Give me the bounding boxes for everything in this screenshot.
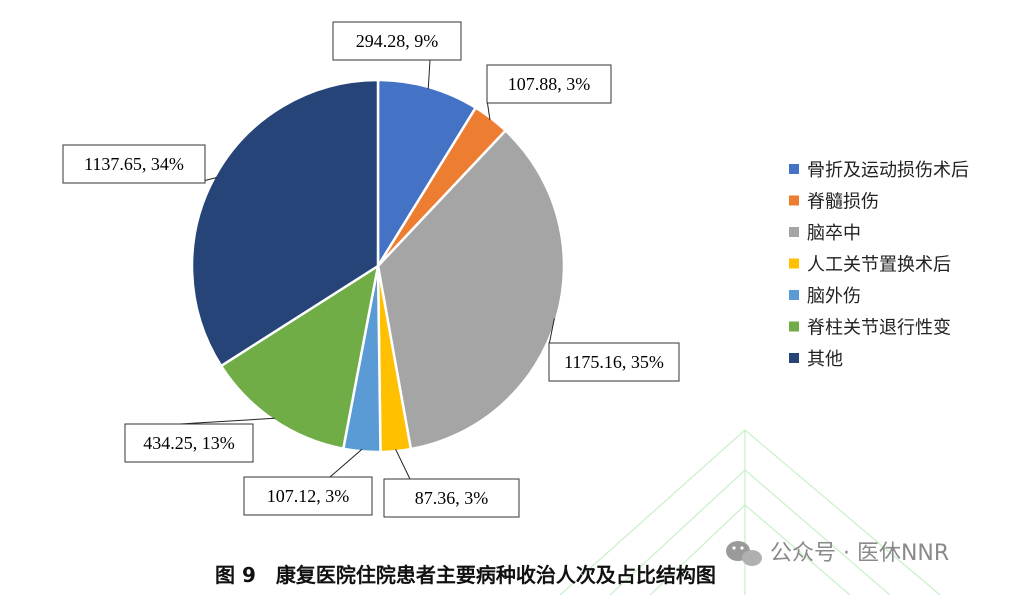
data-label-6: 434.25, 13% bbox=[143, 433, 235, 453]
pie-slice-6 bbox=[219, 263, 380, 451]
data-label-4: 87.36, 3% bbox=[415, 488, 489, 508]
data-label-box-5 bbox=[243, 476, 373, 516]
legend-swatch-4 bbox=[789, 258, 799, 269]
data-label-1: 294.28, 9% bbox=[356, 31, 439, 51]
pie-slices bbox=[190, 78, 566, 454]
legend-swatch-7 bbox=[789, 353, 799, 363]
data-label-2: 107.88, 3% bbox=[508, 74, 591, 94]
leader-line-3 bbox=[548, 318, 555, 346]
data-labels: 294.28, 9% 107.88, 3% 1175.16, 35% 87.36, 3… bbox=[62, 21, 680, 518]
legend-swatch-3 bbox=[789, 227, 799, 237]
pie-slice-7 bbox=[190, 78, 380, 368]
data-label-box-2 bbox=[486, 64, 612, 104]
legend-label-7: 其他 bbox=[807, 349, 843, 370]
legend-label-6: 脊柱关节退行性变 bbox=[807, 318, 951, 339]
legend-swatch-1 bbox=[789, 164, 799, 174]
data-label-5: 107.12, 3% bbox=[267, 486, 350, 506]
watermark-pattern bbox=[559, 429, 941, 595]
legend-label-4: 人工关节置换术后 bbox=[807, 255, 951, 276]
legend-label-2: 脊髓损伤 bbox=[807, 192, 879, 213]
figure-caption: 图 9 康复医院住院患者主要病种收治人次及占比结构图 bbox=[215, 563, 716, 587]
wechat-icon bbox=[726, 541, 762, 566]
legend-swatch-5 bbox=[789, 290, 799, 300]
legend-label-3: 脑卒中 bbox=[807, 223, 861, 244]
legend-swatch-6 bbox=[789, 321, 799, 332]
legend-swatch-2 bbox=[789, 195, 799, 206]
data-label-3: 1175.16, 35% bbox=[564, 352, 664, 372]
leader-line-1 bbox=[427, 59, 431, 90]
data-label-7: 1137.65, 34% bbox=[84, 154, 184, 174]
data-label-box-7 bbox=[62, 144, 206, 184]
data-label-box-4 bbox=[383, 478, 520, 518]
leader-line-6 bbox=[179, 417, 275, 425]
pie-slice-3 bbox=[376, 128, 566, 451]
legend-label-5: 脑外伤 bbox=[807, 286, 861, 307]
watermark-text: 公众号 · 医休NNR bbox=[770, 541, 949, 566]
data-label-box-3 bbox=[548, 342, 680, 382]
leader-line-4 bbox=[395, 448, 411, 480]
leader-line-5 bbox=[329, 448, 363, 478]
data-label-box-1 bbox=[332, 21, 462, 61]
watermark: 公众号 · 医休NNR bbox=[726, 541, 949, 566]
legend-label-1: 骨折及运动损伤术后 bbox=[807, 160, 969, 181]
data-label-box-6 bbox=[124, 423, 254, 463]
leader-lines bbox=[179, 59, 555, 480]
